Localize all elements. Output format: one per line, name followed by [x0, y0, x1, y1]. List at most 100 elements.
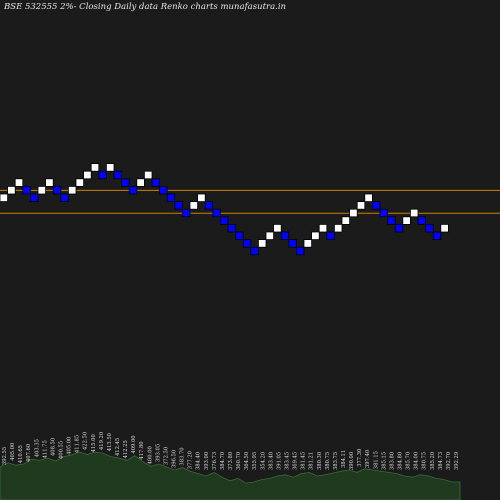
renko-brick-up: [189, 201, 198, 210]
renko-brick-down: [394, 223, 404, 233]
price-label: 411.85: [75, 435, 81, 453]
renko-brick-up: [311, 231, 320, 240]
price-label: 405.00: [67, 437, 73, 455]
price-label: 415.00: [91, 434, 97, 452]
price-label: 412.45: [115, 438, 121, 456]
price-label: 380.75: [422, 452, 428, 470]
renko-brick-up: [136, 178, 145, 187]
renko-brick-up: [440, 223, 449, 233]
renko-brick-down: [29, 193, 39, 202]
price-label: 377.20: [188, 451, 194, 469]
price-label: 377.30: [357, 449, 363, 467]
price-label: 403.35: [34, 439, 40, 457]
renko-brick-down: [288, 239, 297, 248]
renko-brick-down: [235, 231, 244, 240]
renko-brick-up: [90, 163, 100, 172]
renko-brick-down: [121, 178, 130, 187]
price-label: 393.00: [204, 452, 210, 470]
renko-brick-up: [265, 231, 274, 240]
price-label: 385.70: [406, 452, 412, 470]
price-label: 411.75: [42, 440, 48, 458]
renko-brick-up: [7, 185, 16, 195]
renko-brick-down: [60, 193, 69, 202]
renko-brick-up: [356, 201, 366, 210]
price-label: 381.21: [309, 452, 315, 470]
renko-brick-down: [174, 201, 183, 210]
renko-brick-down: [280, 231, 290, 240]
price-label: 364.50: [244, 452, 250, 470]
renko-brick-down: [432, 231, 442, 240]
renko-brick-up: [83, 170, 92, 180]
renko-brick-up: [349, 208, 358, 218]
renko-brick-up: [303, 239, 312, 248]
renko-brick-down: [128, 185, 138, 195]
price-label: 383.80: [389, 452, 395, 470]
price-label: 383.40: [268, 452, 274, 470]
renko-brick-down: [242, 239, 252, 248]
renko-brick-down: [159, 185, 168, 195]
price-label: 397.40: [365, 450, 371, 468]
price-label: 372.50: [163, 447, 169, 465]
renko-brick-up: [341, 216, 350, 225]
renko-brick-up: [45, 178, 54, 187]
renko-brick-down: [295, 246, 305, 256]
price-label: 369.45: [293, 452, 299, 470]
price-label: 392.70: [446, 452, 452, 470]
price-label: 383.75: [333, 452, 339, 470]
price-label: 396.50: [172, 450, 178, 468]
price-label: 391.05: [276, 452, 282, 470]
price-label: 392.55: [2, 447, 8, 465]
price-label: 407.60: [26, 444, 32, 462]
renko-brick-down: [22, 185, 31, 195]
price-label: 408.50: [50, 438, 56, 456]
renko-brick-down: [371, 201, 381, 210]
renko-brick-up: [106, 163, 115, 172]
chart-title: BSE 532555 2%- Closing Daily data Renko …: [4, 2, 287, 12]
renko-brick-down: [52, 185, 62, 195]
renko-brick-down: [250, 246, 259, 256]
price-label: 385.15: [381, 452, 387, 470]
price-label: 392.29: [454, 452, 460, 470]
renko-brick-down: [113, 170, 122, 180]
renko-brick-down: [204, 201, 214, 210]
price-label: 419.20: [99, 432, 105, 450]
renko-brick-up: [318, 223, 328, 233]
price-label: 384.73: [438, 452, 444, 470]
renko-brick-down: [417, 216, 426, 225]
price-label: 409.00: [131, 435, 137, 453]
price-label: 422.50: [83, 432, 89, 450]
renko-brick-up: [14, 178, 24, 187]
price-label: 384.11: [341, 450, 347, 468]
renko-brick-up: [68, 185, 77, 195]
price-label: 383.70: [180, 447, 186, 465]
renko-brick-up: [37, 185, 46, 195]
price-label: 383.45: [285, 452, 291, 470]
renko-brick-down: [98, 170, 107, 180]
price-label: 380.30: [317, 452, 323, 470]
renko-brick-up: [409, 208, 419, 218]
price-label: 405.00: [10, 443, 16, 461]
renko-brick-up: [364, 193, 373, 202]
renko-brick-up: [402, 216, 411, 225]
renko-brick-up: [0, 193, 8, 202]
renko-brick-up: [75, 178, 84, 187]
price-label: 381.45: [301, 452, 307, 470]
price-label: 417.80: [139, 441, 145, 459]
price-label: 400.55: [59, 441, 65, 459]
renko-brick-down: [387, 216, 396, 225]
price-label: 412.25: [123, 440, 129, 458]
price-label: 381.15: [373, 451, 379, 469]
price-label: 360.70: [236, 452, 242, 470]
price-label: 380.75: [325, 452, 331, 470]
price-label: 354.20: [260, 452, 266, 470]
price-label: 373.80: [228, 452, 234, 470]
renko-brick-down: [151, 178, 160, 187]
price-label: 384.70: [220, 452, 226, 470]
renko-brick-down: [181, 208, 191, 218]
renko-brick-up: [333, 223, 343, 233]
volume-area-path: [0, 451, 461, 500]
volume-area: [0, 451, 461, 500]
renko-brick-down: [227, 223, 236, 233]
